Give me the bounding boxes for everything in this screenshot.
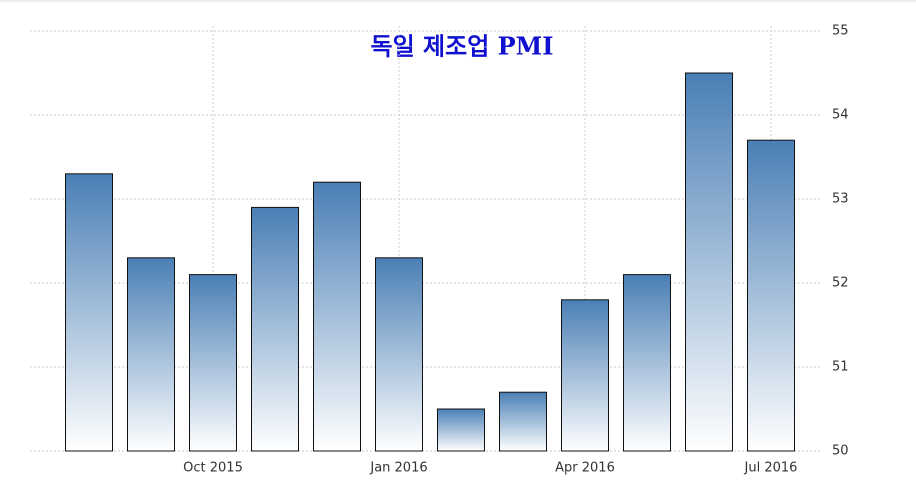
y-tick-label: 55 [832, 24, 849, 39]
y-tick-label: 52 [832, 276, 849, 291]
x-tick-label: Jan 2016 [369, 461, 427, 476]
bar [685, 72, 733, 452]
x-tick-label: Jul 2016 [744, 461, 798, 476]
bar [65, 173, 113, 452]
y-tick-label: 51 [832, 360, 849, 375]
bar [561, 299, 609, 452]
bar [189, 274, 237, 452]
x-tick-label: Apr 2016 [555, 461, 615, 476]
bar [313, 181, 361, 452]
bar [437, 408, 485, 452]
bar [127, 257, 175, 452]
bar [251, 206, 299, 452]
chart-title: 독일 제조업 PMI [371, 32, 554, 61]
y-tick-label: 54 [832, 108, 849, 123]
y-tick-label: 53 [832, 192, 849, 207]
y-tick-label: 50 [832, 444, 849, 459]
bar [499, 391, 547, 452]
x-tick-label: Oct 2015 [183, 461, 243, 476]
bar [623, 274, 671, 452]
bar [375, 257, 423, 452]
bar [747, 139, 795, 452]
